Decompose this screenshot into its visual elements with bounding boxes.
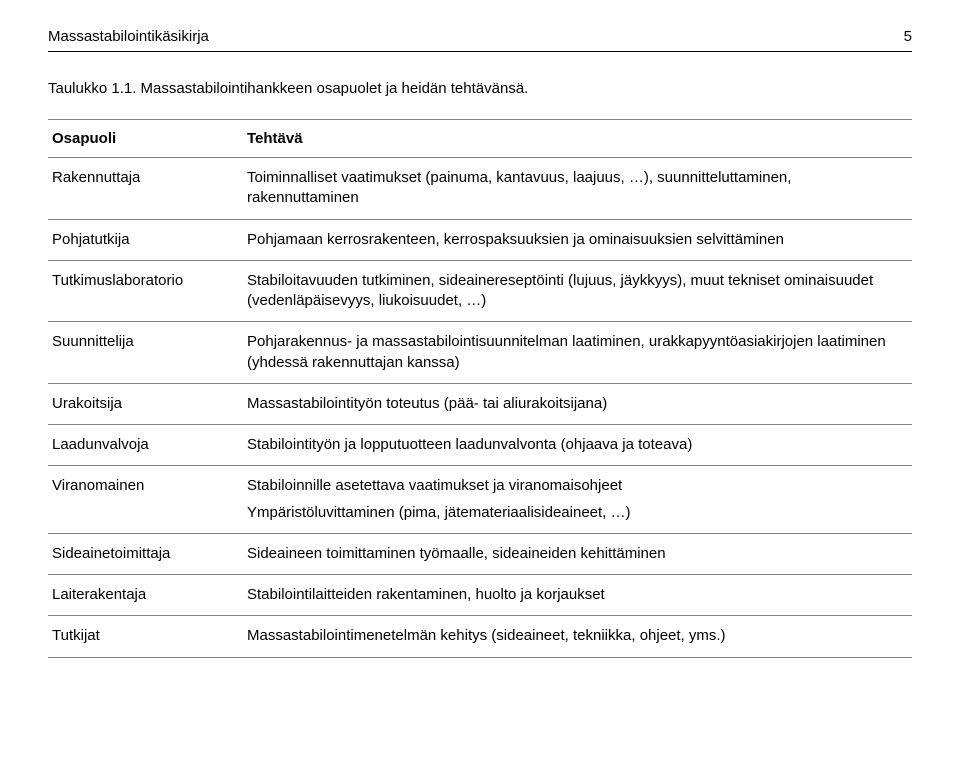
page: Massastabilointikäsikirja 5 Taulukko 1.1…	[0, 0, 960, 698]
task-line-extra: Ympäristöluvittaminen (pima, jätemateria…	[247, 503, 904, 523]
role-cell: Laiterakentaja	[48, 575, 243, 616]
page-number: 5	[904, 28, 912, 45]
task-cell: Massastabilointimenetelmän kehitys (side…	[243, 616, 912, 657]
roles-table: Osapuoli Tehtävä Rakennuttaja Toiminnall…	[48, 119, 912, 658]
task-cell: Stabiloitavuuden tutkiminen, sideaineres…	[243, 260, 912, 322]
task-cell: Toiminnalliset vaatimukset (painuma, kan…	[243, 158, 912, 220]
doc-title: Massastabilointikäsikirja	[48, 28, 209, 45]
table-row: Rakennuttaja Toiminnalliset vaatimukset …	[48, 158, 912, 220]
role-cell: Viranomainen	[48, 466, 243, 534]
task-line: Stabiloinnille asetettava vaatimukset ja…	[247, 476, 904, 496]
table-row: Suunnittelija Pohjarakennus- ja massasta…	[48, 322, 912, 384]
role-cell: Tutkimuslaboratorio	[48, 260, 243, 322]
task-cell: Pohjarakennus- ja massastabilointisuunni…	[243, 322, 912, 384]
table-row: Tutkijat Massastabilointimenetelmän kehi…	[48, 616, 912, 657]
table-header-row: Osapuoli Tehtävä	[48, 120, 912, 158]
role-cell: Sideainetoimittaja	[48, 533, 243, 574]
role-cell: Suunnittelija	[48, 322, 243, 384]
table-row: Pohjatutkija Pohjamaan kerrosrakenteen, …	[48, 219, 912, 260]
table-row: Urakoitsija Massastabilointityön toteutu…	[48, 383, 912, 424]
task-cell: Massastabilointityön toteutus (pää- tai …	[243, 383, 912, 424]
task-cell: Stabilointityön ja lopputuotteen laadunv…	[243, 425, 912, 466]
header-rule	[48, 51, 912, 52]
table-caption: Taulukko 1.1. Massastabilointihankkeen o…	[48, 80, 912, 97]
col-header-role: Osapuoli	[48, 120, 243, 158]
table-row: Viranomainen Stabiloinnille asetettava v…	[48, 466, 912, 534]
table-row: Laiterakentaja Stabilointilaitteiden rak…	[48, 575, 912, 616]
table-row: Laadunvalvoja Stabilointityön ja lopputu…	[48, 425, 912, 466]
table-row: Sideainetoimittaja Sideaineen toimittami…	[48, 533, 912, 574]
page-header: Massastabilointikäsikirja 5	[48, 28, 912, 45]
table-row: Tutkimuslaboratorio Stabiloitavuuden tut…	[48, 260, 912, 322]
role-cell: Tutkijat	[48, 616, 243, 657]
role-cell: Pohjatutkija	[48, 219, 243, 260]
role-cell: Laadunvalvoja	[48, 425, 243, 466]
role-cell: Urakoitsija	[48, 383, 243, 424]
role-cell: Rakennuttaja	[48, 158, 243, 220]
col-header-task: Tehtävä	[243, 120, 912, 158]
task-cell: Stabilointilaitteiden rakentaminen, huol…	[243, 575, 912, 616]
task-cell: Stabiloinnille asetettava vaatimukset ja…	[243, 466, 912, 534]
task-cell: Sideaineen toimittaminen työmaalle, side…	[243, 533, 912, 574]
task-cell: Pohjamaan kerrosrakenteen, kerrospaksuuk…	[243, 219, 912, 260]
